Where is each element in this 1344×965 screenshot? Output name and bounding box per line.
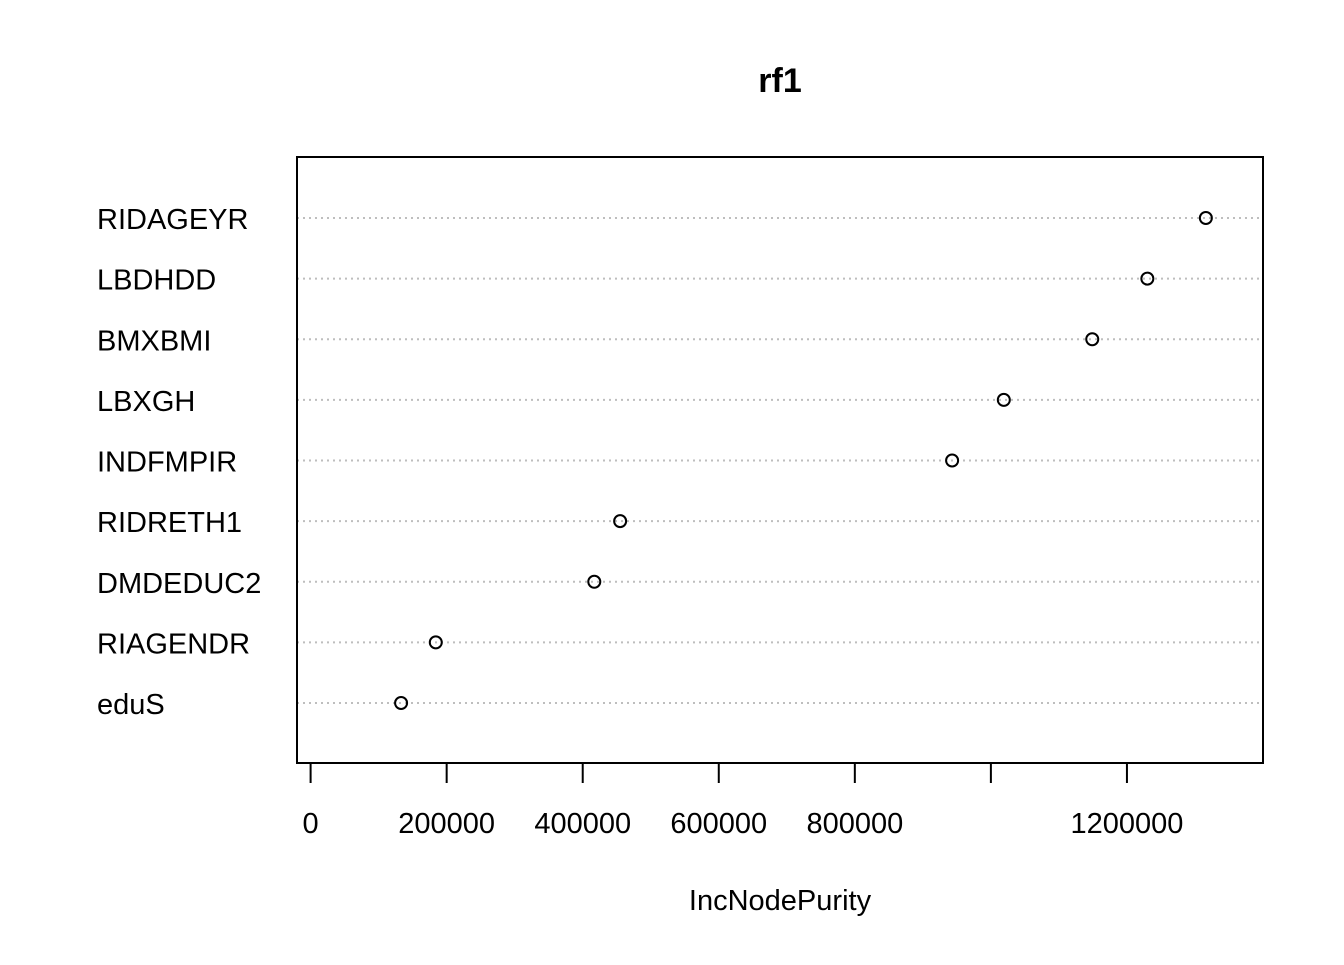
category-label: INDFMPIR: [97, 447, 237, 479]
x-tick-label: 600000: [670, 808, 767, 840]
category-labels: RIDAGEYR LBDHDD BMXBMI LBXGH INDFMPIR RIDRETH…: [97, 204, 261, 721]
x-tick-label: 200000: [398, 808, 495, 840]
data-point: [945, 453, 960, 468]
data-point: [587, 574, 602, 589]
x-tick-label: 800000: [806, 808, 903, 840]
data-point: [1140, 271, 1155, 286]
category-label: DMDEDUC2: [97, 568, 261, 600]
data-point: [428, 635, 443, 650]
category-label: RIDAGEYR: [97, 204, 248, 236]
category-label: LBDHDD: [97, 265, 216, 297]
x-axis: 0 200000 400000 600000 800000 1200000: [303, 762, 1183, 840]
category-label: RIAGENDR: [97, 628, 250, 660]
data-point: [394, 696, 409, 710]
x-tick-label: 400000: [534, 808, 631, 840]
gridlines: [297, 217, 1263, 704]
category-label: LBXGH: [97, 386, 195, 418]
x-tick-label: 0: [303, 808, 319, 840]
data-point: [1085, 332, 1100, 347]
category-label: RIDRETH1: [97, 507, 242, 539]
chart-title: rf1: [758, 62, 801, 100]
category-label: BMXBMI: [97, 325, 211, 357]
data-point: [996, 392, 1011, 407]
x-axis-title: IncNodePurity: [689, 885, 872, 917]
data-point: [613, 514, 628, 529]
data-point: [1198, 211, 1213, 225]
data-points: [394, 211, 1213, 710]
category-label: eduS: [97, 689, 165, 721]
x-tick-label: 1200000: [1070, 808, 1183, 840]
